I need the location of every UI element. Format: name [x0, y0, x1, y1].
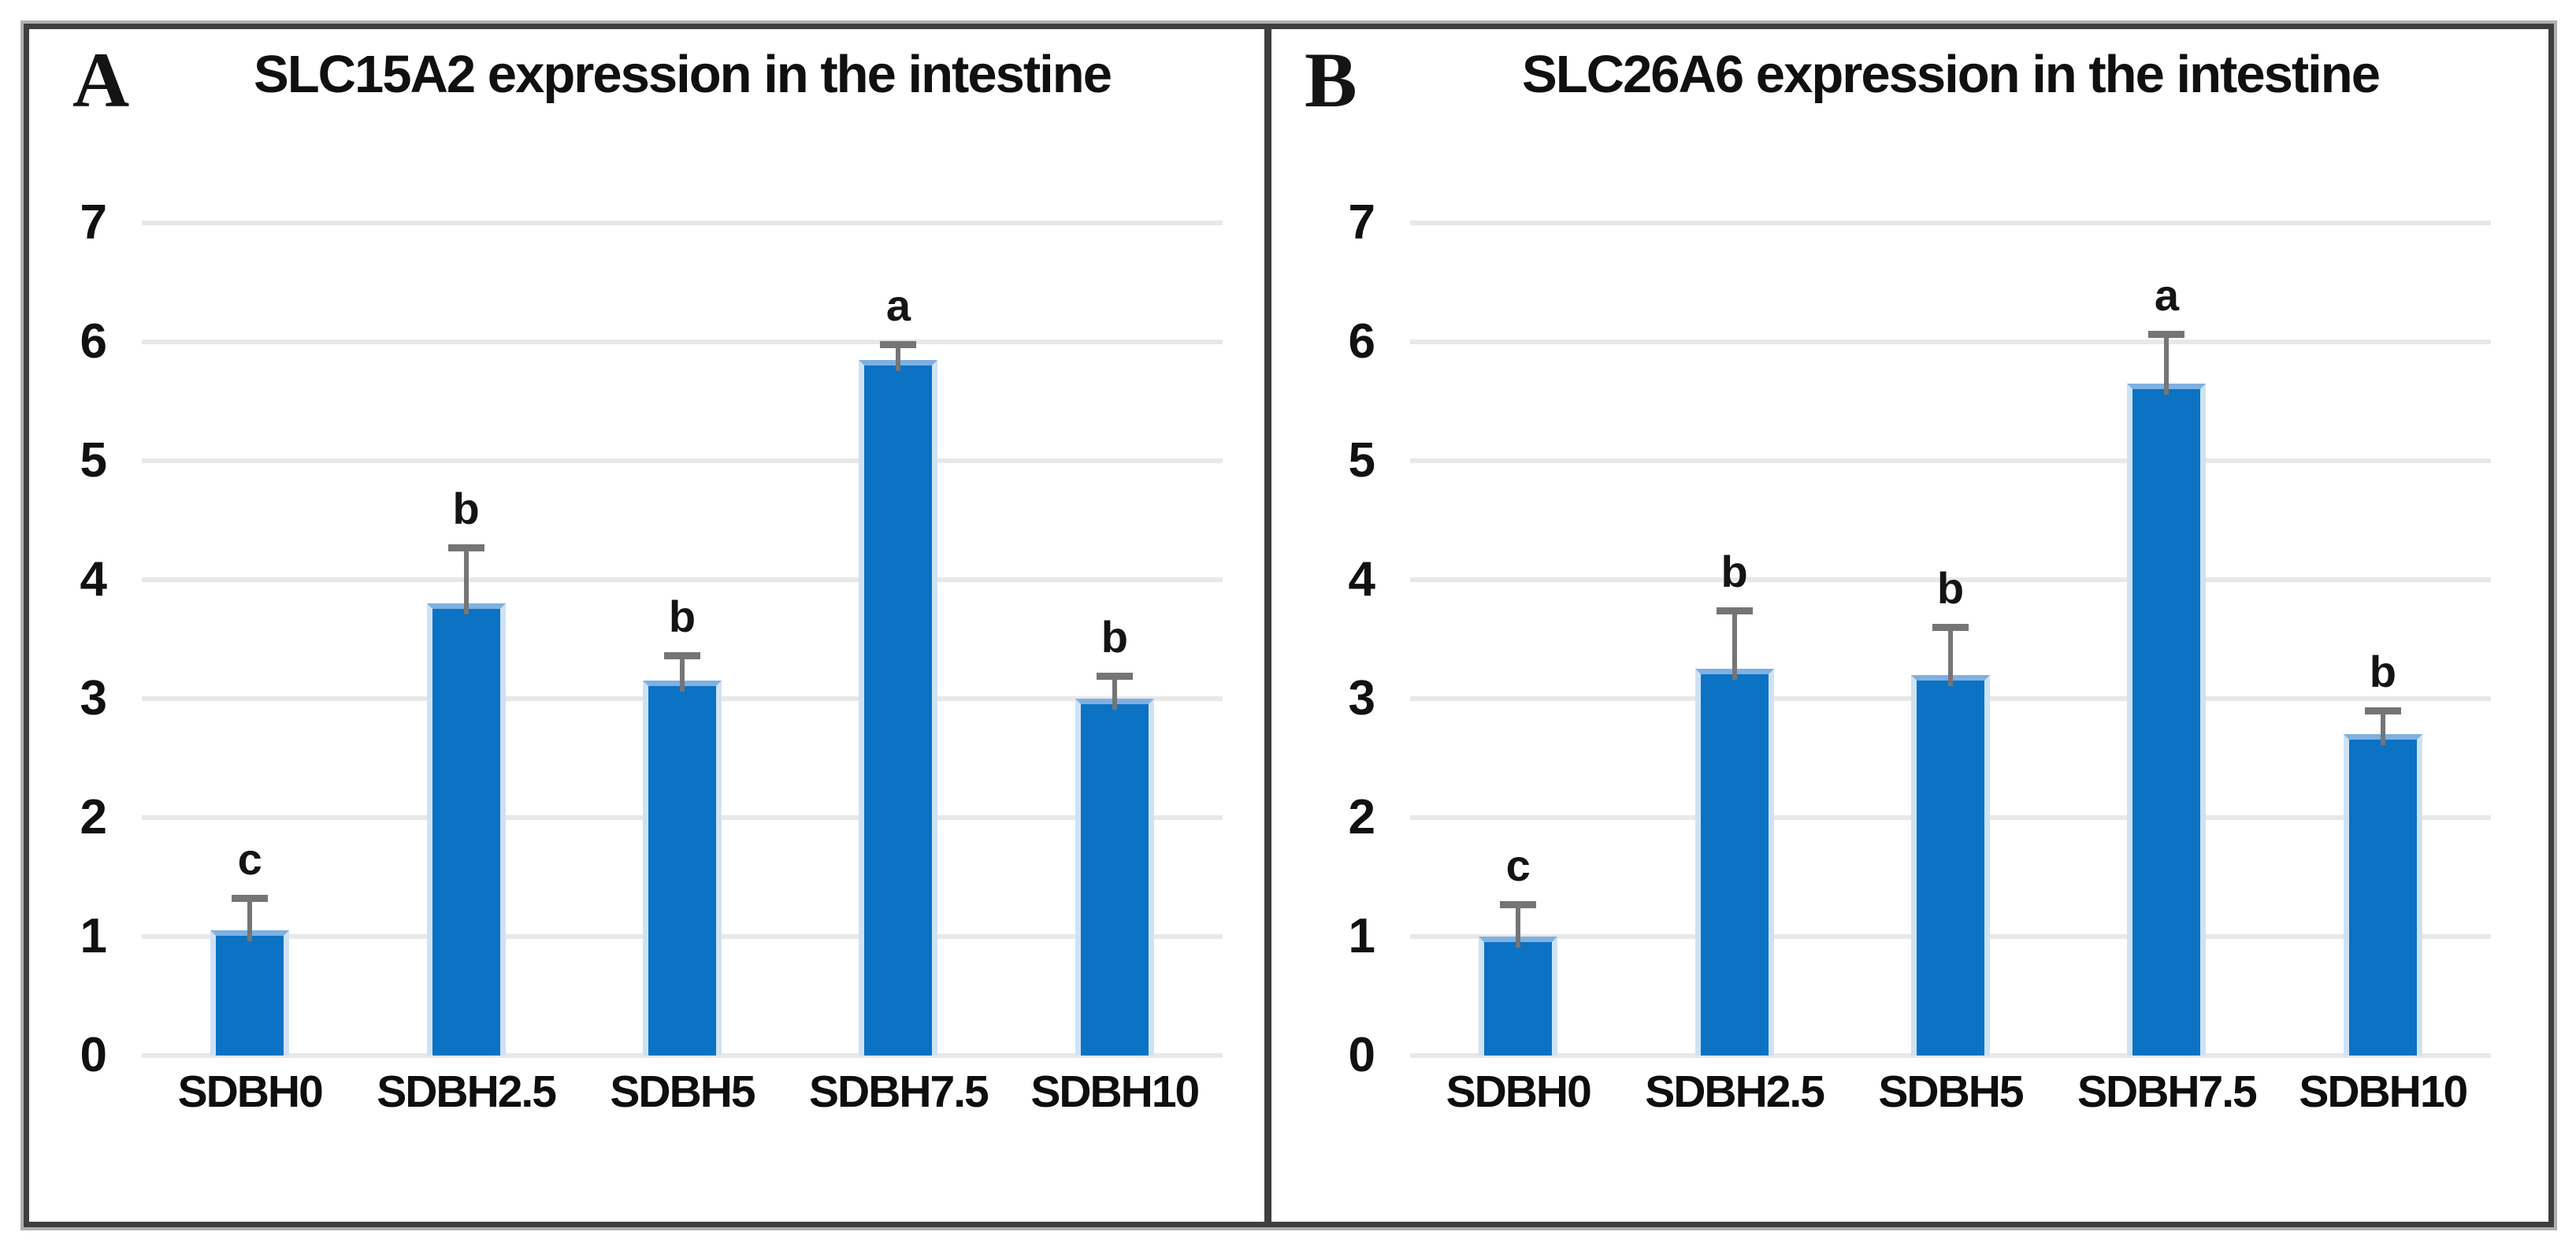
- panel-b-title: SLC26A6 expression in the intestine: [1522, 45, 2381, 104]
- x-tick-label-SDBH10: SDBH10: [2299, 1067, 2468, 1117]
- y-tick-label: 5: [80, 433, 107, 488]
- error-bar-cap: [2148, 331, 2185, 339]
- y-tick-label: 2: [80, 790, 107, 844]
- y-tick-label: 5: [1348, 433, 1375, 488]
- x-tick-label-SDBH0: SDBH0: [1446, 1067, 1592, 1117]
- panel-a-title: SLC15A2 expression in the intestine: [254, 45, 1112, 104]
- error-bar-line: [1112, 679, 1117, 710]
- gridline-y7: [142, 221, 1223, 225]
- error-bar-line: [2380, 714, 2385, 746]
- error-bar-line: [1948, 630, 1953, 686]
- error-bar-cap: [880, 340, 917, 348]
- x-tick-label-SDBH10: SDBH10: [1030, 1067, 1200, 1117]
- error-bar-cap: [1096, 672, 1133, 680]
- y-tick-label: 2: [1348, 790, 1375, 844]
- x-tick-label-SDBH5: SDBH5: [1878, 1067, 2024, 1117]
- y-tick-label: 7: [1348, 195, 1375, 250]
- significance-letter: b: [2369, 646, 2396, 696]
- bar-SDBH7.5: [859, 359, 938, 1056]
- x-tick-label-SDBH7.5: SDBH7.5: [2077, 1067, 2258, 1117]
- bar-SDBH0: [210, 930, 290, 1056]
- significance-letter: c: [1505, 840, 1531, 890]
- significance-letter: b: [668, 592, 696, 642]
- error-bar-line: [1732, 614, 1737, 681]
- error-bar-line: [1516, 907, 1521, 948]
- gridline-y5: [142, 458, 1223, 463]
- significance-letter: b: [452, 483, 480, 533]
- x-tick-label-SDBH2.5: SDBH2.5: [377, 1067, 557, 1117]
- significance-letter: b: [1720, 546, 1748, 596]
- y-tick-label: 4: [1348, 552, 1375, 607]
- error-bar-cap: [1932, 623, 1969, 631]
- error-bar-cap: [1500, 900, 1537, 908]
- y-tick-label: 0: [80, 1028, 107, 1082]
- bar-SDBH2.5: [426, 603, 506, 1056]
- y-tick-label: 3: [80, 671, 107, 725]
- panel-b-label: B: [1305, 36, 1357, 124]
- error-bar-line: [247, 902, 253, 942]
- error-bar-line: [896, 347, 901, 371]
- error-bar-cap: [232, 895, 269, 903]
- bar-SDBH10: [2343, 734, 2422, 1056]
- x-tick-label-SDBH2.5: SDBH2.5: [1645, 1067, 1825, 1117]
- y-tick-label: 1: [1348, 909, 1375, 963]
- bar-SDBH5: [1911, 674, 1990, 1056]
- panel-b-plot-area: 0 1 2 3 4 5 6 7 c SDBH0 b SDBH2.5 b SDBH5 a SDBH7.5 b SDB…: [1349, 199, 2491, 1115]
- gridline-y7: [1410, 221, 2491, 225]
- error-bar-cap: [447, 544, 484, 551]
- significance-letter: b: [1936, 562, 1965, 613]
- x-tick-label-SDBH5: SDBH5: [610, 1067, 755, 1117]
- significance-letter: a: [2154, 270, 2179, 321]
- significance-letter: b: [1101, 611, 1128, 662]
- significance-letter: c: [237, 834, 262, 885]
- significance-letter: a: [885, 280, 911, 330]
- gridline-y4: [1410, 577, 2491, 582]
- error-bar-line: [680, 659, 685, 692]
- y-tick-label: 0: [1348, 1028, 1375, 1082]
- bar-SDBH5: [643, 681, 722, 1056]
- error-bar-cap: [2364, 707, 2401, 714]
- panel-a-label: A: [72, 36, 130, 124]
- error-bar-line: [2164, 338, 2170, 395]
- gridline-y6: [142, 340, 1223, 344]
- gridline-y4: [142, 577, 1223, 582]
- bar-SDBH0: [1479, 937, 1558, 1056]
- error-bar-cap: [664, 652, 700, 660]
- panel-a-plot-area: 0 1 2 3 4 5 6 7 c SDBH0 b SDBH2.5 b SDBH5 a SDBH7.5 b SDB…: [80, 199, 1223, 1115]
- bar-SDBH7.5: [2127, 383, 2207, 1056]
- y-tick-label: 6: [1348, 314, 1375, 369]
- y-tick-label: 6: [80, 314, 107, 369]
- x-tick-label-SDBH7.5: SDBH7.5: [809, 1067, 989, 1117]
- error-bar-line: [463, 551, 469, 615]
- y-tick-label: 1: [80, 909, 107, 963]
- x-tick-label-SDBH0: SDBH0: [177, 1067, 324, 1117]
- y-tick-label: 3: [1348, 671, 1375, 725]
- error-bar-cap: [1716, 607, 1753, 614]
- gridline-y0: [142, 1053, 1223, 1058]
- y-tick-label: 4: [80, 552, 107, 607]
- gridline-y5: [1410, 458, 2491, 463]
- bar-SDBH2.5: [1694, 669, 1774, 1056]
- y-tick-label: 7: [80, 195, 107, 250]
- gridline-y6: [1410, 340, 2491, 344]
- bar-SDBH10: [1075, 699, 1154, 1056]
- panel-divider: [1264, 24, 1271, 1227]
- gridline-y0: [1410, 1053, 2491, 1058]
